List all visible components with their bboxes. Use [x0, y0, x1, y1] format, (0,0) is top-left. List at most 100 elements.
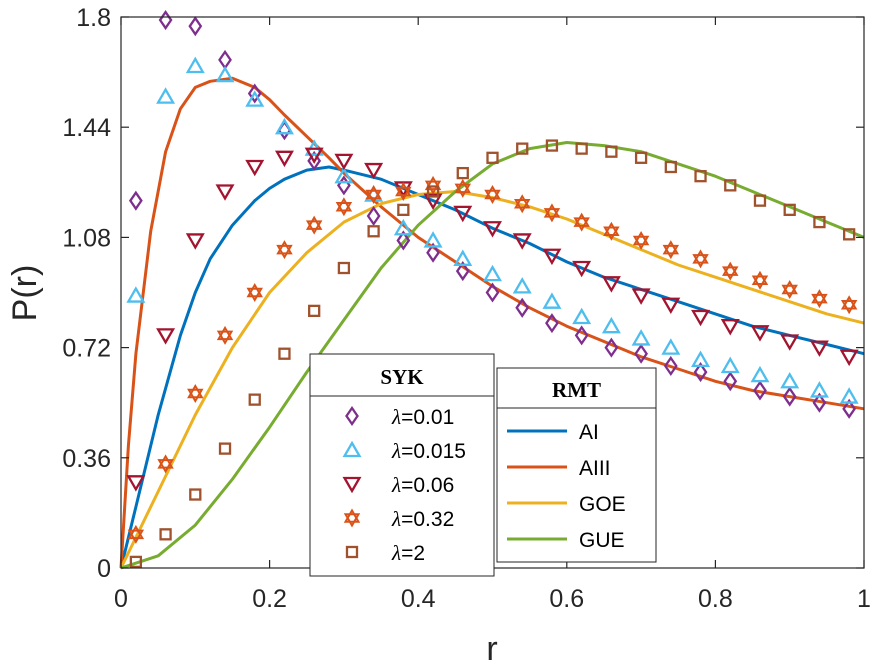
- data-point: [453, 205, 473, 223]
- data-point: [484, 185, 501, 205]
- x-axis-label: r: [486, 630, 497, 666]
- data-point: [393, 218, 413, 236]
- data-point: [750, 325, 770, 342]
- legend-syk-label: λ=2: [391, 541, 425, 565]
- data-point: [397, 203, 410, 217]
- data-point: [218, 442, 232, 455]
- y-tick-label: 0: [97, 555, 111, 583]
- data-point: [601, 276, 621, 293]
- data-point: [631, 288, 651, 305]
- data-point: [839, 387, 859, 404]
- legend-rmt-box: [496, 367, 657, 563]
- data-point: [307, 150, 322, 171]
- data-point: [811, 289, 828, 309]
- data-point: [663, 355, 678, 376]
- data-point: [694, 170, 707, 183]
- data-point: [304, 147, 324, 165]
- data-point: [632, 230, 650, 250]
- data-point: [128, 190, 143, 211]
- data-point: [453, 249, 473, 266]
- data-point: [215, 184, 235, 201]
- data-point: [601, 316, 621, 334]
- data-point: [365, 185, 382, 205]
- data-point: [516, 142, 529, 155]
- data-point: [572, 260, 592, 278]
- data-point: [218, 49, 232, 70]
- data-point: [693, 362, 708, 383]
- data-point: [661, 338, 681, 355]
- data-point: [334, 153, 354, 171]
- data-point: [483, 264, 502, 282]
- data-point: [126, 475, 146, 492]
- data-point: [753, 380, 767, 401]
- data-point: [276, 240, 293, 260]
- marker-series-2: [126, 56, 859, 404]
- data-point: [483, 221, 502, 238]
- data-point: [278, 347, 291, 360]
- data-point: [512, 277, 532, 294]
- legend-marker-icon: [342, 476, 362, 494]
- x-tick-label: 0: [114, 585, 128, 613]
- data-point: [839, 349, 859, 367]
- marker-series-5: [129, 139, 856, 569]
- data-point: [337, 175, 351, 196]
- legend-rmt-title: RMT: [552, 378, 601, 402]
- data-point: [157, 454, 174, 474]
- data-point: [396, 230, 411, 251]
- data-point: [664, 160, 677, 174]
- x-tick-label: 1: [857, 585, 871, 613]
- data-point: [545, 313, 559, 334]
- data-point: [751, 270, 769, 290]
- y-tick-label: 1.44: [62, 114, 111, 142]
- y-axis-label: P(r): [6, 265, 44, 322]
- legend-rmt-label: AI: [579, 421, 599, 444]
- data-point: [216, 325, 234, 345]
- data-point: [245, 90, 265, 107]
- legend-syk-label: λ=0.015: [391, 439, 466, 463]
- data-point: [308, 304, 321, 318]
- data-point: [572, 307, 592, 325]
- y-tick-label: 0.36: [62, 445, 111, 473]
- legend-rmt-label: GOE: [579, 493, 626, 516]
- x-tick-label: 0.6: [549, 585, 584, 613]
- data-point: [722, 261, 739, 281]
- data-point: [691, 350, 711, 367]
- legend-marker-icon: [345, 545, 359, 559]
- x-tick-label: 0.8: [698, 585, 733, 613]
- y-tick-label: 1.8: [76, 4, 111, 32]
- legend-marker-icon: [343, 508, 361, 528]
- data-point: [723, 371, 738, 392]
- legend-syk-box: [309, 353, 495, 577]
- data-point: [781, 279, 798, 299]
- x-tick-label: 0.4: [401, 585, 436, 613]
- data-point: [245, 159, 265, 177]
- data-point: [185, 233, 205, 250]
- data-point: [780, 371, 800, 389]
- data-point: [631, 329, 651, 346]
- legend-marker-icon: [345, 405, 359, 427]
- data-point: [812, 392, 827, 413]
- data-point: [545, 139, 559, 152]
- y-tick-label: 0.72: [62, 335, 111, 363]
- data-point: [456, 166, 469, 180]
- data-point: [426, 185, 440, 198]
- data-point: [129, 555, 143, 569]
- data-point: [575, 142, 588, 155]
- legend-syk-label: λ=0.01: [391, 405, 454, 429]
- data-point: [366, 205, 381, 227]
- data-point: [188, 16, 203, 37]
- legend-marker-icon: [342, 440, 362, 458]
- data-point: [305, 215, 323, 235]
- data-point: [485, 282, 500, 303]
- data-point: [185, 56, 205, 74]
- data-point: [634, 343, 648, 364]
- data-point: [395, 181, 412, 201]
- data-point: [720, 356, 740, 374]
- data-point: [274, 117, 294, 135]
- data-point: [486, 151, 499, 164]
- curve-ai: [119, 165, 865, 569]
- data-point: [187, 384, 204, 404]
- data-point: [813, 215, 826, 229]
- data-point: [512, 233, 532, 250]
